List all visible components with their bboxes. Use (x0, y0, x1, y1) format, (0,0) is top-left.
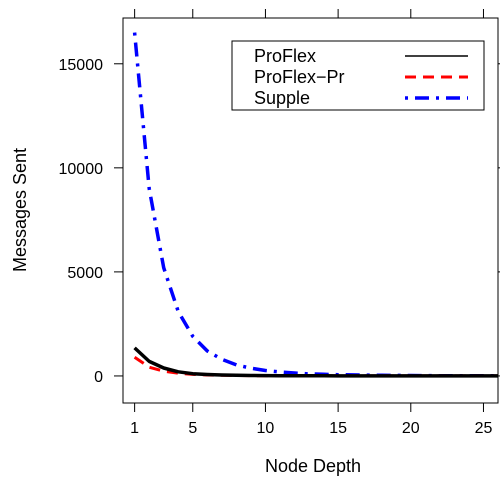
x-tick-label: 15 (329, 420, 347, 437)
x-tick-label: 1 (130, 420, 139, 437)
y-axis-label: Messages Sent (10, 148, 30, 272)
y-tick-label: 0 (94, 369, 103, 386)
x-tick-label: 25 (475, 420, 493, 437)
legend-label-2: Supple (254, 88, 310, 108)
legend-label-0: ProFlex (254, 46, 316, 66)
y-tick-label: 15000 (59, 57, 104, 74)
x-axis: 1 5 10 15 20 25 (130, 403, 492, 437)
plot-frame (122, 17, 499, 404)
y-tick-label: 5000 (67, 265, 103, 282)
series-line-0 (133, 346, 498, 378)
x-tick-label: 5 (188, 420, 197, 437)
x-tick-label: 20 (402, 420, 420, 437)
x-tick-label: 10 (257, 420, 275, 437)
x-axis-label: Node Depth (265, 456, 361, 476)
y-tick-label: 10000 (59, 161, 104, 178)
top-ticks (134, 9, 484, 18)
y-axis: 0 5000 10000 15000 (59, 57, 123, 386)
series-layer (132, 32, 498, 378)
legend-label-1: ProFlex−Pr (254, 67, 345, 87)
